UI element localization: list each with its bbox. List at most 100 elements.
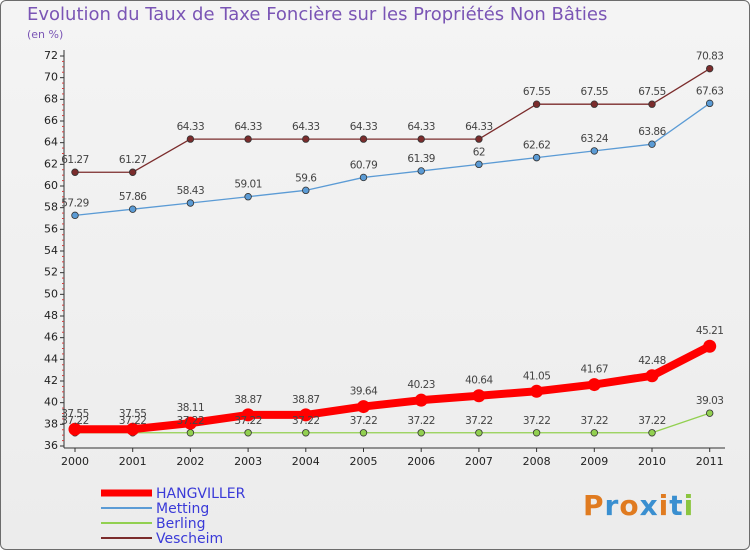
- y-tick-label: 64: [44, 136, 58, 149]
- berling-point: [302, 429, 310, 437]
- vescheim-point: [706, 64, 714, 73]
- hangviller-line: [71, 342, 714, 434]
- vescheim-point: [244, 135, 252, 143]
- hangviller-data-label: 39.64: [350, 386, 378, 398]
- axes: 36 38 40 42 44 46 48 50 52 54 56 58 60 62 64 66 68 70 72 20…: [44, 49, 725, 468]
- metting-point: [648, 140, 656, 148]
- y-unit-label: (en %): [27, 28, 64, 41]
- y-tick-label: 68: [44, 92, 58, 105]
- metting-point: [244, 193, 252, 201]
- vescheim-data-label: 64.33: [465, 121, 493, 133]
- y-tick-label: 48: [44, 309, 58, 322]
- x-tick-label: 2002: [176, 455, 204, 468]
- berling-point: [359, 429, 368, 437]
- berling-data-label: 37.22: [350, 415, 378, 427]
- hangviller-data-label: 41.05: [523, 370, 551, 382]
- berling-data-label: 39.03: [696, 395, 724, 407]
- metting-data-label: 57.86: [119, 191, 147, 203]
- berling-point: [417, 429, 425, 437]
- metting-data-label: 60.79: [350, 159, 378, 171]
- berling-data-label: 37.22: [407, 415, 435, 427]
- berling-point: [590, 429, 598, 437]
- metting-data-label: 61.39: [407, 153, 435, 165]
- metting-point: [359, 173, 368, 182]
- vescheim-data-label: 61.27: [119, 154, 147, 166]
- metting-data-label: 67.63: [696, 85, 724, 97]
- y-tick-label: 66: [44, 114, 58, 127]
- x-tick-label: 2011: [696, 455, 724, 468]
- hangviller-data-label: 38.87: [234, 394, 262, 406]
- vescheim-point: [417, 135, 425, 143]
- metting-data-label: 59.6: [295, 172, 317, 184]
- data-labels: 61.27 61.27 64.33 64.33 64.33 64.33 64.33 64.33…: [61, 51, 724, 427]
- berling-point: [532, 429, 541, 437]
- hangviller-point: [68, 422, 82, 436]
- y-tick-label: 54: [44, 244, 58, 257]
- vescheim-point: [532, 100, 541, 108]
- vescheim-point: [359, 135, 368, 143]
- metting-point: [302, 186, 310, 195]
- x-tick-label: 2006: [407, 455, 435, 468]
- vescheim-data-label: 64.33: [292, 121, 320, 133]
- hangviller-data-label: 37.55: [119, 408, 147, 420]
- hangviller-data-label: 38.87: [292, 394, 320, 406]
- berling-data-label: 37.22: [581, 415, 609, 427]
- metting-point: [417, 167, 425, 175]
- hangviller-point: [472, 389, 486, 403]
- x-tick-label: 2004: [292, 455, 320, 468]
- legend-hangviller-label: HANGVILLER: [156, 486, 246, 502]
- y-tick-label: 40: [44, 396, 58, 409]
- metting-point: [475, 160, 483, 169]
- berling-data-label: 37.22: [292, 415, 320, 427]
- berling-line: [74, 412, 711, 434]
- hangviller-data-label: 41.67: [581, 364, 609, 376]
- proxiti-logo: Proxiti: [583, 489, 695, 522]
- hangviller-point: [645, 369, 659, 383]
- metting-point: [186, 199, 195, 207]
- hangviller-point: [126, 422, 140, 436]
- hangviller-point: [299, 408, 313, 422]
- legend-metting-label: Metting: [156, 501, 209, 517]
- berling-data-label: 37.22: [61, 415, 89, 427]
- metting-data-label: 63.86: [638, 126, 666, 138]
- berling-point: [648, 429, 656, 437]
- x-tick-label: 2008: [523, 455, 551, 468]
- hangviller-point: [357, 400, 370, 414]
- vescheim-data-label: 70.83: [696, 51, 724, 63]
- x-tick-label: 2007: [465, 455, 493, 468]
- vescheim-point: [186, 135, 195, 143]
- y-tick-label: 52: [44, 266, 58, 279]
- metting-point: [706, 99, 714, 108]
- hangviller-data-label: 40.64: [465, 375, 493, 387]
- vescheim-point: [648, 100, 656, 108]
- vescheim-point: [128, 168, 137, 176]
- metting-data-label: 63.24: [581, 133, 609, 145]
- x-tick-label: 2001: [119, 455, 147, 468]
- y-tick-label: 42: [44, 374, 58, 387]
- berling-data-label: 37.22: [177, 415, 205, 427]
- hangviller-point: [183, 416, 197, 430]
- metting-point: [532, 153, 541, 162]
- x-tick-label: 2003: [234, 455, 262, 468]
- vescheim-data-label: 67.55: [581, 86, 609, 98]
- legend-berling-label: Berling: [156, 516, 206, 532]
- vescheim-data-label: 64.33: [234, 121, 262, 133]
- hangviller-data-label: 38.11: [177, 402, 205, 414]
- vescheim-point: [475, 135, 483, 143]
- vescheim-data-label: 67.55: [638, 86, 666, 98]
- vescheim-data-label: 64.33: [407, 121, 435, 133]
- y-tick-label: 60: [44, 179, 58, 192]
- metting-data-label: 59.01: [234, 179, 262, 191]
- metting-point: [71, 211, 79, 220]
- vescheim-data-label: 61.27: [61, 154, 89, 166]
- hangviller-data-label: 40.23: [407, 379, 435, 391]
- vescheim-point: [590, 100, 598, 108]
- chart-title: Evolution du Taux de Taxe Foncière sur l…: [27, 4, 608, 25]
- hangviller-point: [241, 408, 255, 422]
- y-tick-label: 36: [44, 439, 58, 452]
- metting-line: [74, 102, 711, 217]
- y-tick-label: 46: [44, 331, 58, 344]
